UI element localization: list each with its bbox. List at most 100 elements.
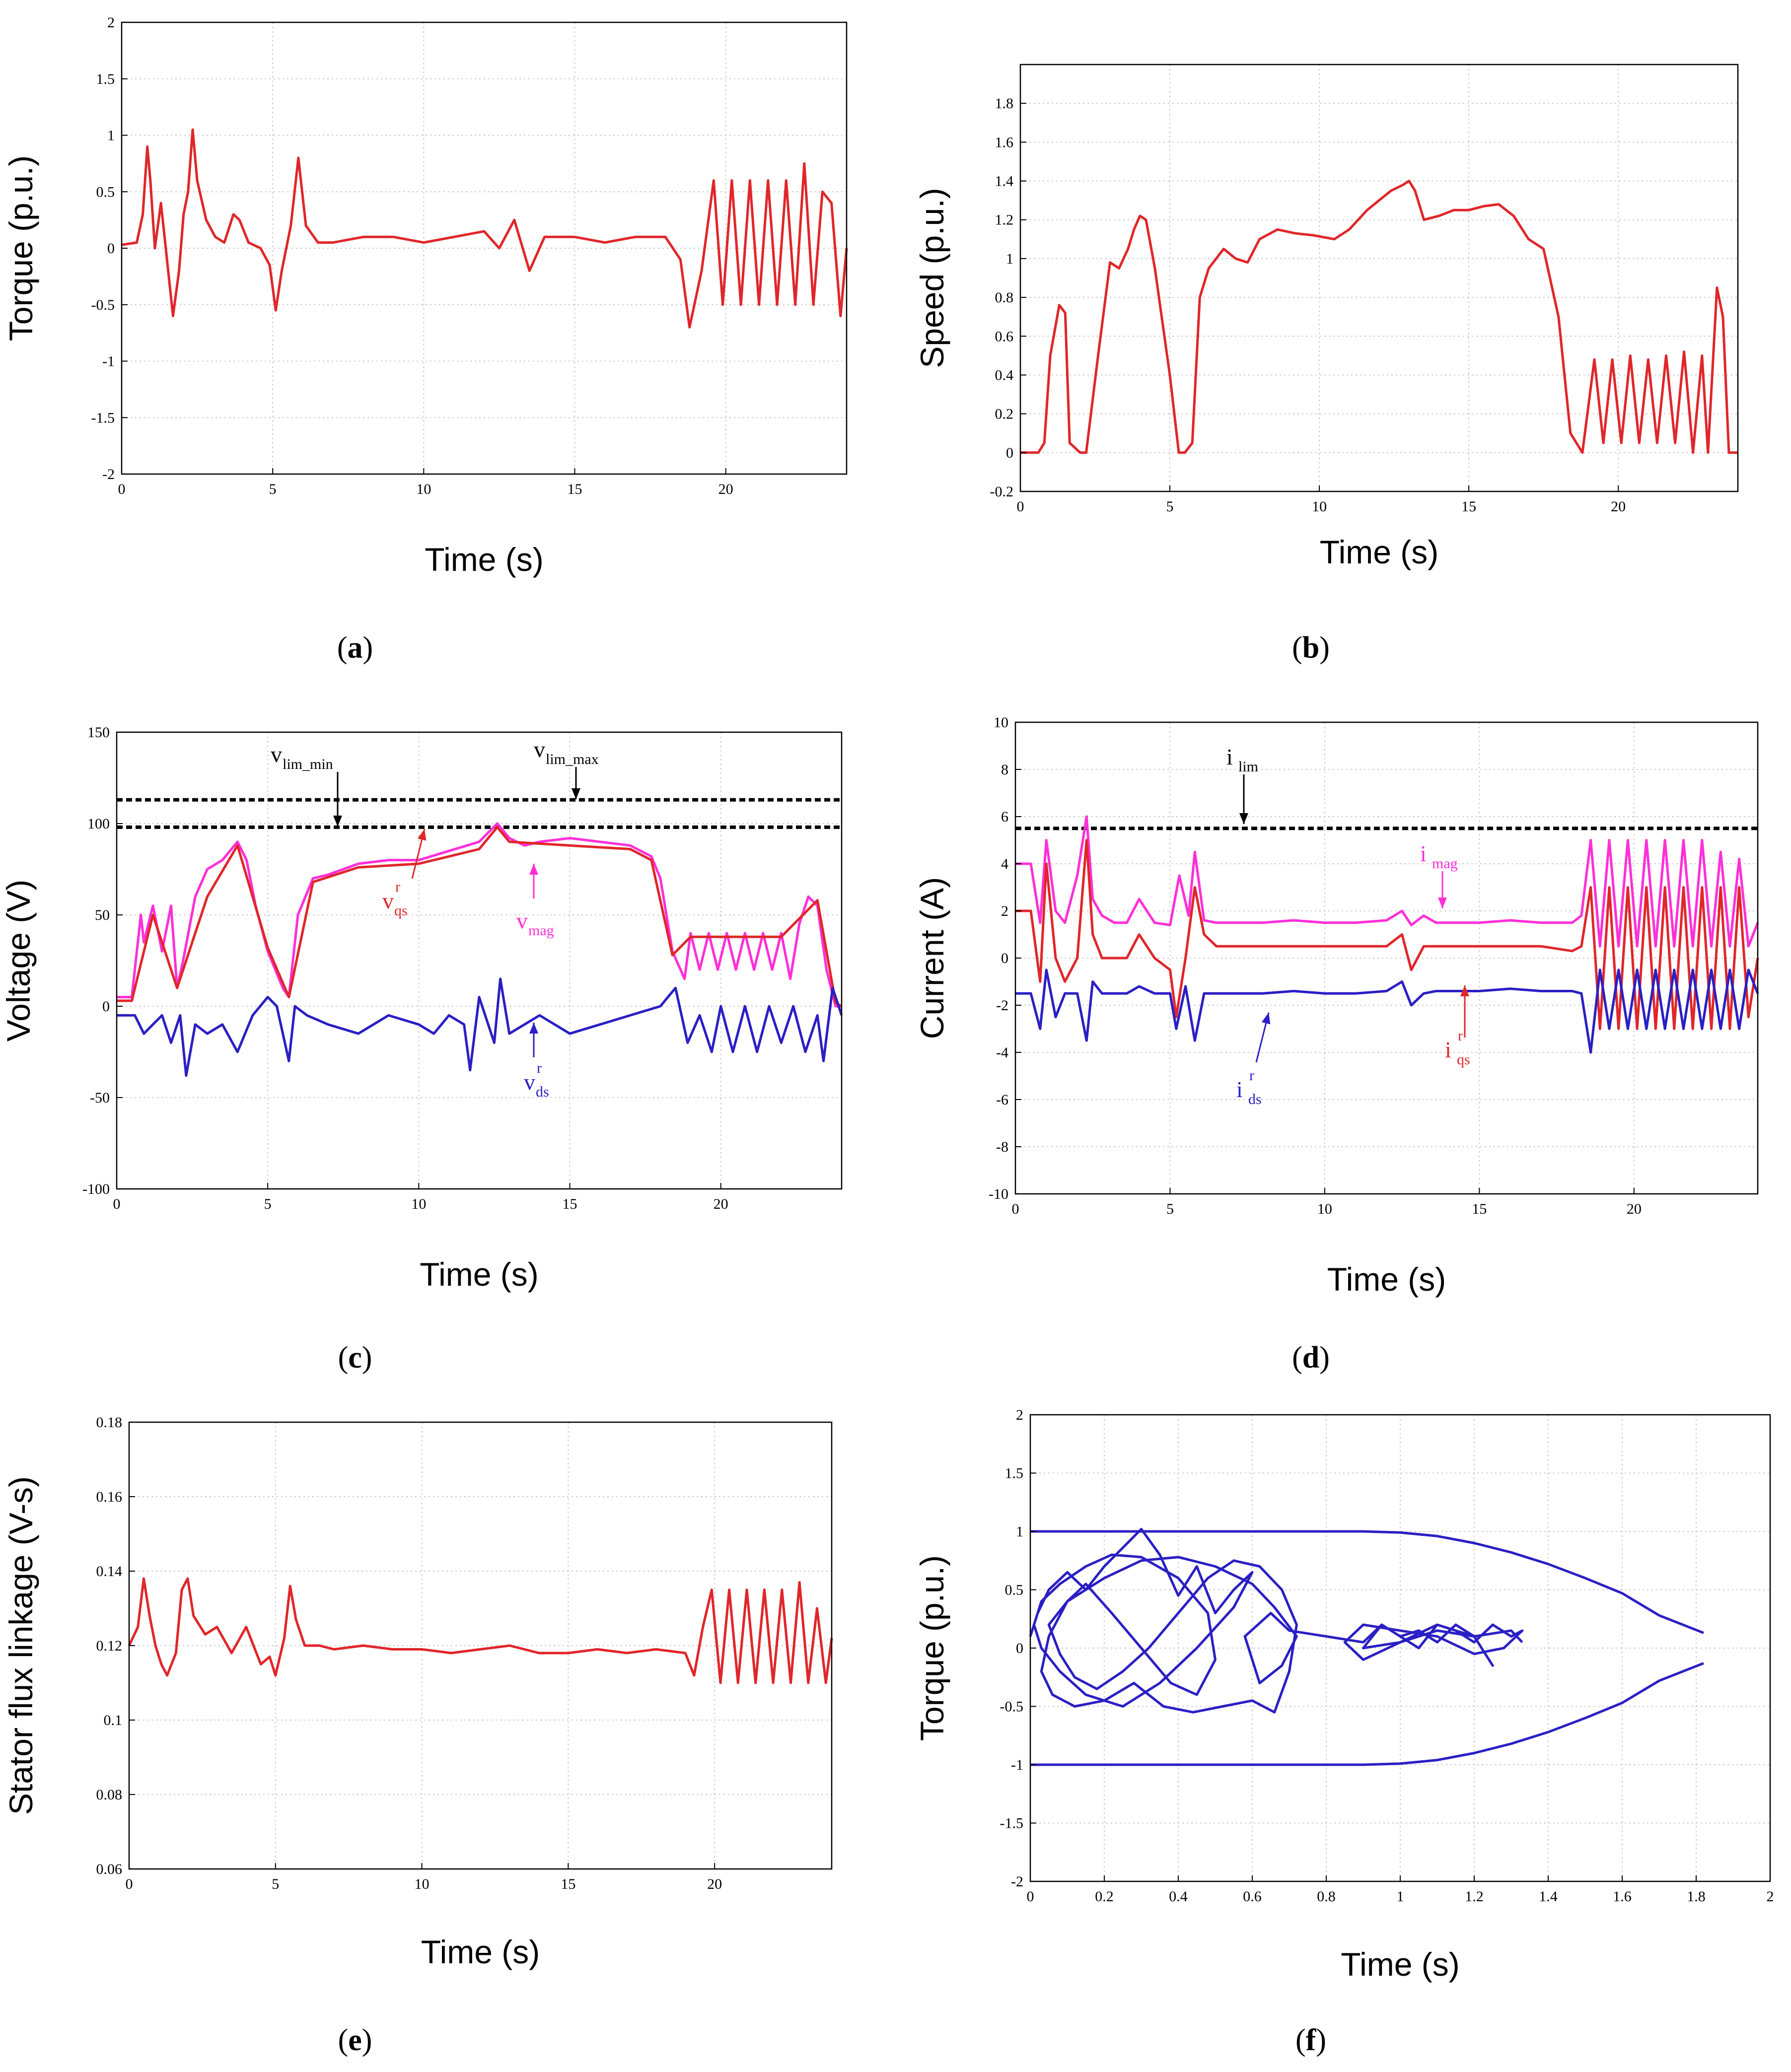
annotation-symbol: v (516, 908, 528, 933)
y-tick-label: -1 (1011, 1757, 1023, 1773)
x-axis-label: Time (s) (425, 541, 544, 578)
x-tick-label: 2 (1767, 1888, 1774, 1905)
x-tick-label: 15 (1461, 498, 1476, 515)
annotation-symbol: v (534, 737, 545, 762)
x-tick-label: 20 (1627, 1201, 1642, 1217)
x-tick-label: 10 (411, 1196, 426, 1212)
annotation-symbol: i (1226, 744, 1233, 769)
annotation-subscript: lim (1238, 759, 1258, 775)
chart-e: 0 5 10 15 20 0.06 0.08 0.1 0.12 0.14 0.16 0.18 Time … (2, 1414, 833, 2057)
y-tick-label: -1.5 (1000, 1815, 1024, 1832)
y-tick-label: -4 (996, 1044, 1008, 1061)
series-i-qs (1015, 839, 1759, 1030)
plot-area (1020, 65, 1738, 491)
y-tick-label: 0 (1006, 445, 1013, 461)
annotation-subscript: mag (1432, 855, 1458, 872)
annotation-v-ds: vr ds (524, 1023, 549, 1100)
y-tick-label: 4 (1001, 856, 1008, 872)
x-tick-label: 0 (126, 1876, 133, 1892)
x-tick-label: 1.4 (1539, 1888, 1558, 1905)
chart-f: 0 0.2 0.4 0.6 0.8 1 1.2 1.4 1.6 1.8 2 -2 -1.5 -1 -0.5 0… (914, 1407, 1774, 2057)
chart-d: 0 5 10 15 20 -10 -8 -6 -4 -2 0 2 4 6 8 10 Time (s) Curren… (914, 714, 1759, 1375)
x-tick-label: 0 (118, 481, 126, 497)
y-tick-label: 2 (1001, 903, 1008, 919)
arrowhead-icon (1460, 985, 1469, 996)
x-tick-label: 20 (707, 1876, 722, 1892)
y-tick-label: 100 (87, 816, 110, 832)
y-axis-label: Speed (p.u.) (914, 188, 950, 368)
series-v-qs (117, 826, 843, 1008)
panel-label: (e) (338, 2023, 372, 2057)
panel-label: (a) (337, 631, 373, 665)
x-tick-label: 10 (416, 481, 431, 497)
x-tick-label: 0.8 (1317, 1888, 1336, 1905)
y-tick-label: -0.2 (990, 483, 1014, 500)
y-tick-label: -6 (996, 1092, 1008, 1108)
annotation-v-mag: v mag (516, 864, 554, 939)
y-tick-label: -0.5 (1000, 1699, 1024, 1715)
arrowhead-icon (1261, 1013, 1271, 1025)
y-tick-label: 1.8 (995, 95, 1014, 112)
chart-a: 0 5 10 15 20 -2 -1.5 -1 -0.5 0 0.5 1 1.5 2 Time (s) Tor… (2, 14, 848, 665)
y-axis-label: Stator flux linkage (V-s) (2, 1476, 39, 1815)
y-tick-label: 150 (87, 724, 110, 741)
annotation-superscript: r (537, 1060, 542, 1076)
annotation-superscript: r (1249, 1067, 1254, 1084)
panel-label: (d) (1292, 1341, 1330, 1375)
y-tick-label: 0.12 (96, 1638, 123, 1654)
y-tick-label: 10 (994, 714, 1008, 731)
y-tick-label: 1 (1006, 251, 1013, 267)
y-tick-label: 1.5 (1005, 1465, 1024, 1482)
x-tick-label: 1 (1397, 1888, 1404, 1905)
x-tick-label: 15 (561, 1876, 575, 1892)
x-tick-label: 5 (1166, 1201, 1174, 1217)
y-tick-label: -10 (989, 1186, 1008, 1202)
y-tick-label: 2 (107, 14, 115, 31)
x-tick-label: 0 (1017, 498, 1024, 515)
y-tick-label: 0.2 (995, 406, 1014, 422)
annotation-v-lim-min: v lim_min (271, 742, 342, 827)
x-tick-label: 5 (1166, 498, 1174, 515)
x-tick-label: 5 (272, 1876, 279, 1892)
y-tick-label: 1.2 (995, 212, 1014, 228)
x-tick-label: 0 (1012, 1201, 1019, 1217)
y-tick-label: 0.6 (995, 328, 1014, 345)
x-tick-label: 20 (1611, 498, 1626, 515)
annotation-i-mag: i mag (1420, 841, 1458, 908)
series-torque (121, 128, 848, 329)
annotation-subscript: ds (1248, 1091, 1262, 1107)
annotation-symbol: v (524, 1069, 535, 1095)
annotation-superscript: r (1458, 1028, 1463, 1044)
y-tick-label: 0 (1001, 950, 1008, 967)
series-stator-flux (128, 1577, 833, 1684)
arrowhead-icon (417, 829, 427, 841)
x-tick-label: 10 (1317, 1201, 1332, 1217)
annotation-v-qs: vr qs (382, 829, 427, 919)
arrowhead-icon (529, 864, 538, 875)
x-tick-label: 15 (563, 1196, 577, 1212)
annotation-subscript: qs (1457, 1051, 1470, 1068)
series-v-mag (117, 822, 842, 1008)
annotation-subscript: ds (536, 1084, 549, 1100)
panel-label: (f) (1295, 2023, 1326, 2057)
series-lower-envelope (1030, 1662, 1704, 1766)
series-v-ds (117, 977, 843, 1077)
y-tick-label: 0 (102, 998, 110, 1015)
annotation-symbol: i (1236, 1077, 1243, 1102)
annotation-v-lim-max: v lim_max (534, 737, 599, 799)
y-tick-label: 0.16 (96, 1489, 123, 1505)
annotation-subscript: lim_min (283, 756, 333, 772)
x-tick-label: 0 (1027, 1888, 1034, 1905)
y-tick-label: 0.8 (995, 289, 1014, 306)
y-tick-label: 0.5 (1005, 1582, 1024, 1598)
x-tick-label: 1.2 (1465, 1888, 1484, 1905)
annotation-subscript: qs (394, 902, 408, 919)
y-tick-label: 2 (1016, 1407, 1023, 1423)
y-tick-label: 8 (1001, 761, 1008, 778)
y-tick-label: -2 (1011, 1873, 1023, 1890)
y-tick-label: -2 (102, 466, 115, 483)
x-tick-label: 20 (714, 1196, 728, 1212)
series-upper-envelope (1030, 1530, 1704, 1634)
x-tick-label: 10 (1312, 498, 1327, 515)
